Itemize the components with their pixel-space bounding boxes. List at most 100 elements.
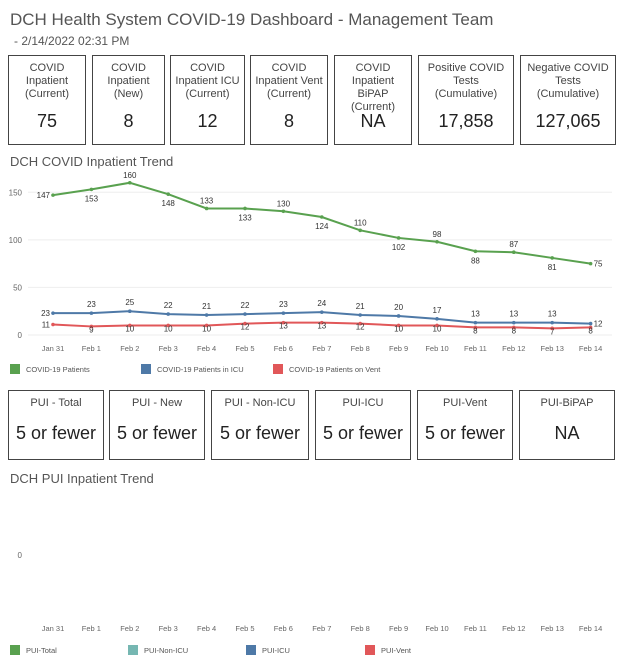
data-label: 8 — [473, 326, 478, 335]
data-point — [435, 239, 439, 244]
kpi-label: COVID Inpatient (New) — [107, 62, 150, 100]
kpi-label: Positive COVID Tests (Cumulative) — [427, 62, 505, 100]
data-point — [128, 323, 132, 328]
data-label: 88 — [471, 256, 480, 265]
legend-label: PUI-Vent — [381, 645, 412, 655]
inpatient-trend-title: DCH COVID Inpatient Trend — [10, 154, 174, 169]
data-label: 148 — [162, 199, 176, 208]
data-point — [358, 321, 363, 326]
legend-covid-vent: COVID-19 Patients on Vent — [273, 364, 380, 374]
x-tick-label: Feb 3 — [159, 344, 178, 353]
data-point — [128, 180, 132, 185]
kpi-inpatient-icu: COVID Inpatient ICU (Current) 12 — [170, 55, 245, 145]
data-point — [243, 321, 247, 326]
x-tick-label: Feb 5 — [235, 344, 254, 353]
data-label: 23 — [279, 300, 288, 309]
data-label: 153 — [85, 194, 99, 203]
data-label: 12 — [594, 320, 603, 329]
legend-swatch — [246, 645, 256, 655]
pui-non-icu-card: PUI - Non-ICU 5 or fewer — [211, 390, 309, 460]
data-label: 21 — [202, 302, 211, 311]
x-tick-label: Feb 3 — [159, 624, 178, 633]
data-point — [473, 325, 478, 330]
data-point — [204, 323, 209, 328]
data-point — [396, 323, 401, 328]
kpi-value: 127,065 — [535, 111, 601, 131]
legend-swatch — [128, 645, 138, 655]
pui-value: 5 or fewer — [15, 423, 97, 443]
data-point — [166, 192, 170, 196]
pui-bipap-card: PUI-BiPAP NA — [519, 390, 615, 460]
pui-label: PUI - Total — [30, 397, 82, 409]
kpi-value: 8 — [283, 111, 294, 131]
data-label: 75 — [594, 260, 603, 269]
data-point — [320, 310, 324, 314]
data-point — [204, 313, 209, 317]
data-label: 13 — [279, 322, 288, 331]
data-label: 21 — [356, 302, 365, 311]
data-label: 17 — [433, 306, 442, 315]
data-point — [243, 206, 247, 211]
data-label: 81 — [548, 263, 557, 272]
data-point — [588, 261, 593, 266]
kpi-positive-tests: Positive COVID Tests (Cumulative) 17,858 — [418, 55, 514, 145]
x-tick-label: Feb 1 — [82, 344, 101, 353]
legend-covid-patients: COVID-19 Patients — [10, 364, 90, 374]
kpi-inpatient-vent: COVID Inpatient Vent (Current) 8 — [250, 55, 328, 145]
pui-value: 5 or fewer — [322, 423, 404, 443]
x-tick-label: Feb 13 — [541, 344, 564, 353]
legend-pui-non-icu: PUI-Non-ICU — [128, 645, 188, 655]
data-point — [204, 206, 209, 211]
y-tick-label: 150 — [9, 188, 23, 197]
data-label: 133 — [238, 213, 252, 222]
legend-label: COVID-19 Patients on Vent — [289, 364, 381, 374]
data-point — [396, 314, 401, 318]
data-label: 130 — [277, 199, 291, 208]
x-tick-label: Feb 10 — [425, 624, 448, 633]
legend-swatch — [141, 364, 151, 374]
legend-pui-vent: PUI-Vent — [365, 645, 411, 655]
pui-trend-chart: 0 Jan 31 Feb 1 Feb 2 Feb 3 Feb 4 Feb 5 Feb 6 Feb… — [18, 551, 603, 633]
data-label: 20 — [394, 303, 403, 312]
x-tick-label: Jan 31 — [42, 344, 65, 353]
data-point — [281, 320, 286, 325]
data-label: 13 — [471, 310, 480, 319]
x-tick-label: Feb 6 — [274, 344, 293, 353]
legend-label: PUI-Non-ICU — [144, 645, 189, 655]
legend-pui-total: PUI-Total — [10, 645, 57, 655]
data-label: 13 — [317, 322, 326, 331]
x-tick-label: Feb 9 — [389, 624, 408, 633]
x-tick-label: Feb 5 — [235, 624, 254, 633]
data-label: 10 — [394, 324, 403, 333]
x-tick-label: Feb 9 — [389, 344, 408, 353]
data-point — [243, 312, 247, 316]
data-label: 8 — [512, 326, 517, 335]
data-point — [435, 317, 439, 321]
legend-swatch — [273, 364, 283, 374]
data-label: 160 — [123, 171, 137, 180]
pui-label: PUI-ICU — [342, 397, 384, 409]
kpi-label: COVID Inpatient Vent (Current) — [255, 62, 323, 100]
y-tick-label: 50 — [13, 283, 22, 292]
data-label: 110 — [354, 218, 367, 227]
data-label: 87 — [509, 240, 518, 249]
legend-swatch — [10, 364, 20, 374]
pui-value: 5 or fewer — [424, 423, 506, 443]
legend-label: COVID-19 Patients — [26, 364, 90, 374]
data-point — [89, 187, 94, 192]
legend-pui-icu: PUI-ICU — [246, 645, 290, 655]
legend-swatch — [10, 645, 20, 655]
data-label: 9 — [89, 325, 94, 334]
dashboard-title: DCH Health System COVID-19 Dashboard - M… — [10, 10, 494, 29]
legend-label: PUI-Total — [26, 645, 57, 655]
kpi-inpatient-current: COVID Inpatient (Current) 75 — [8, 55, 86, 145]
data-label: 11 — [42, 321, 51, 330]
kpi-value: NA — [360, 111, 386, 131]
data-label: 12 — [356, 323, 365, 332]
data-point — [320, 215, 324, 219]
data-label: 10 — [202, 324, 211, 333]
x-tick-label: Feb 1 — [82, 624, 101, 633]
data-label: 147 — [37, 191, 51, 200]
data-point — [51, 193, 55, 197]
data-point — [550, 256, 554, 260]
